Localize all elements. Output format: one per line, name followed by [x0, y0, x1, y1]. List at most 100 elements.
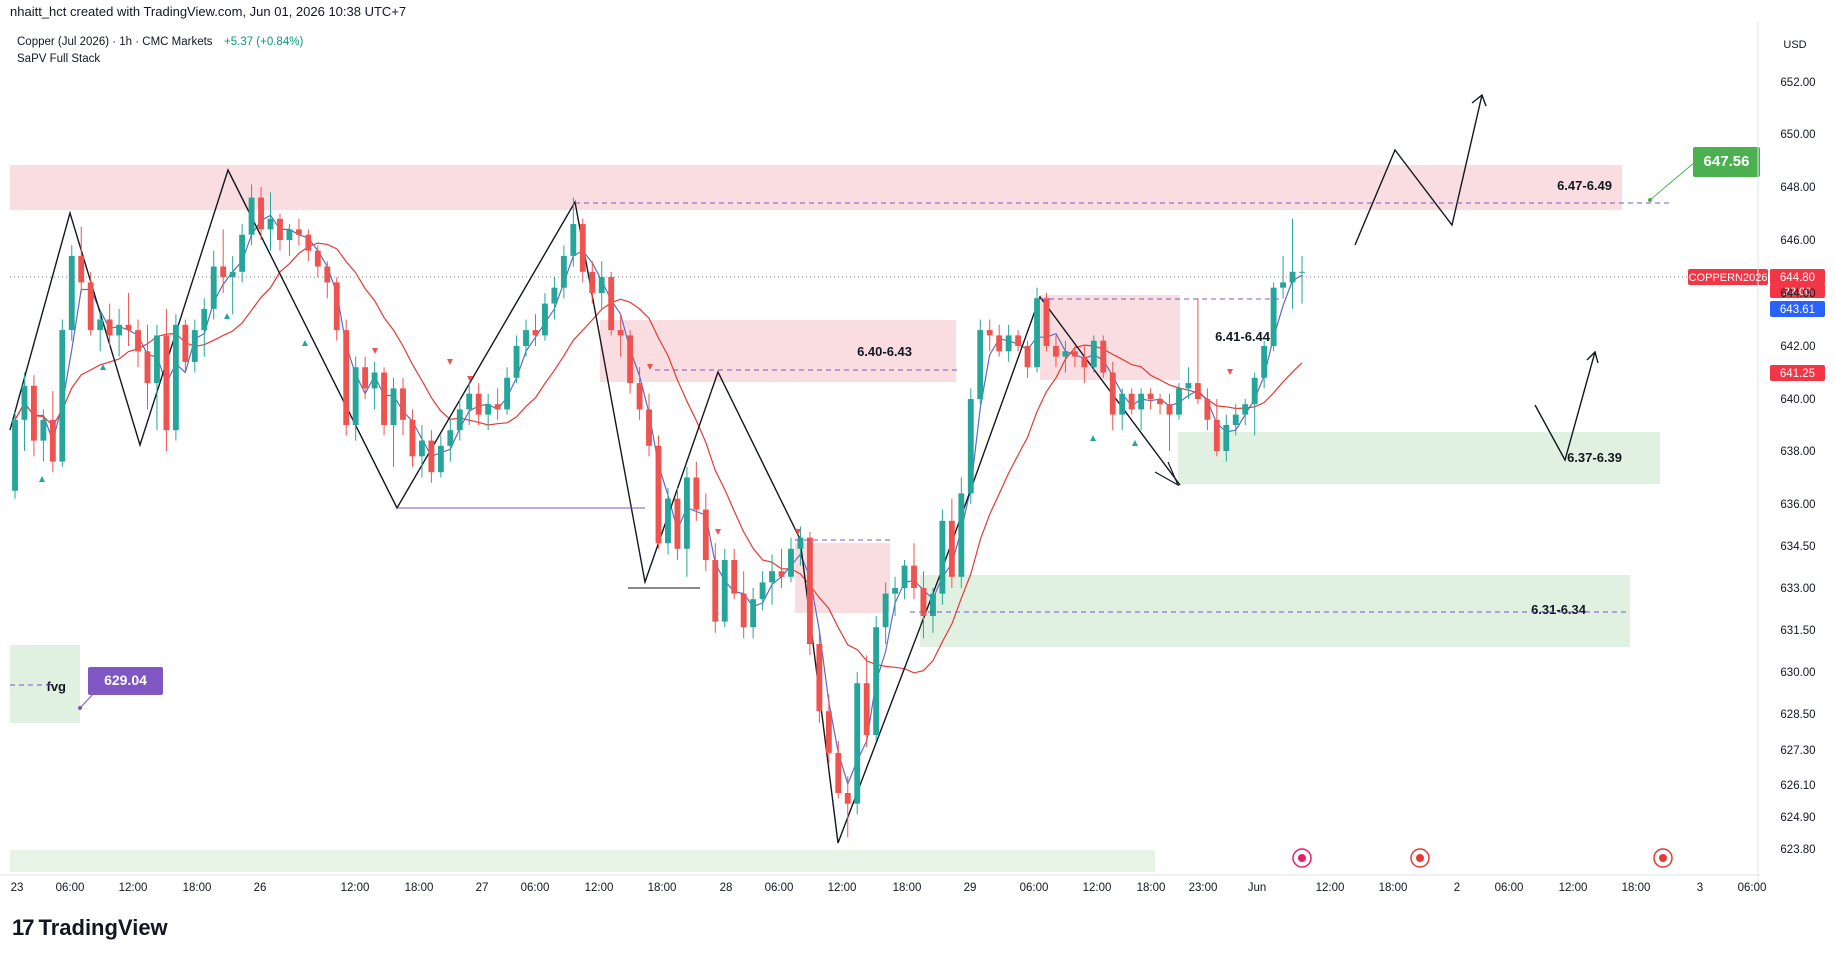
candle-body [1109, 372, 1116, 415]
candle [504, 367, 511, 415]
candle [1289, 218, 1296, 309]
time-tick-label: 06:00 [1020, 882, 1049, 894]
target-price-label-bg [1693, 147, 1760, 177]
candle-body [806, 537, 813, 644]
candle [1005, 324, 1012, 362]
time-tick-label: 12:00 [341, 882, 370, 894]
candle [78, 226, 85, 293]
candle-body [1034, 298, 1040, 368]
candle-body [1242, 404, 1249, 415]
candle [475, 383, 482, 425]
candle-body [560, 255, 567, 288]
tradingview-logo: 17 TradingView [12, 915, 168, 941]
candle-body [135, 330, 141, 352]
time-tick-label: 12:00 [1083, 882, 1112, 894]
candle-body [1289, 271, 1296, 283]
candle-body [324, 266, 331, 283]
candle [542, 293, 548, 341]
candle-body [1194, 383, 1201, 399]
zone-rect [10, 850, 1155, 872]
zone-label: 6.47-6.49 [1557, 178, 1612, 193]
candle [1166, 393, 1173, 451]
candle-body [485, 404, 492, 415]
candle [892, 576, 899, 616]
candle [1251, 372, 1258, 436]
candle-body [1071, 351, 1078, 357]
candle-body [598, 277, 605, 293]
sell-signal-marker [372, 348, 378, 354]
sell-signal-marker [715, 529, 721, 535]
candle-body [258, 197, 264, 230]
price-tick-label: 636.00 [1780, 499, 1815, 511]
event-icon-dot [1659, 854, 1667, 862]
candle-body [68, 255, 75, 331]
candle-body [504, 377, 511, 410]
candle-body [1251, 377, 1258, 405]
candle-body [1232, 414, 1239, 425]
candle-body [494, 404, 501, 410]
candle-body [570, 224, 577, 256]
zone-rect [1178, 432, 1660, 484]
wave-arrowhead [1154, 461, 1180, 487]
legend-change: +5.37 (+0.84%) [224, 36, 303, 48]
candle-body [816, 644, 823, 712]
buy-signal-marker [100, 364, 106, 370]
candle-body [49, 419, 56, 462]
time-tick-label: 23 [11, 882, 24, 894]
candle [996, 324, 1003, 357]
candle [409, 409, 416, 467]
candle [1185, 367, 1192, 399]
candle [712, 543, 719, 633]
slow-ma-line [14, 242, 1303, 674]
zone-rect [600, 320, 956, 382]
time-tick-label: 27 [476, 882, 489, 894]
candle-body [78, 255, 85, 283]
candle-body [21, 385, 28, 420]
time-tick-label: 12:00 [1559, 882, 1588, 894]
candle [210, 250, 217, 320]
candle-body [1270, 287, 1277, 346]
candle-body [608, 277, 615, 331]
price-axis: 652.00 650.00 648.00 646.00 644.00 642.00 640.… [1757, 22, 1816, 892]
candle-body [825, 711, 832, 753]
candle [381, 367, 387, 436]
price-tick-label: 642.00 [1780, 341, 1815, 353]
candle [1147, 388, 1154, 410]
candle [447, 419, 454, 462]
forecast-path-bearish [1534, 351, 1596, 462]
candle-body [1128, 393, 1135, 410]
candle [1015, 330, 1022, 352]
time-tick-label: 12:00 [828, 882, 857, 894]
candle-body [125, 324, 132, 331]
candle [371, 361, 378, 410]
candle [901, 560, 908, 600]
candle-body [239, 234, 246, 272]
candle [68, 245, 75, 341]
annotations: 6.47-6.49 6.40-6.43 6.41-6.44 6.37-6.39 6.31… [10, 147, 1825, 868]
event-icon-dot [1416, 854, 1424, 862]
time-tick-label: 18:00 [893, 882, 922, 894]
candle [1119, 388, 1126, 431]
candle [267, 192, 274, 251]
time-tick-label: 06:00 [1495, 882, 1524, 894]
time-tick-label: 12:00 [119, 882, 148, 894]
candle-body [371, 372, 378, 389]
candle [674, 488, 681, 560]
sell-signal-marker [647, 364, 653, 370]
candle-body [428, 440, 435, 473]
legend-symbol: Copper (Jul 2026) · 1h · CMC Markets [17, 36, 213, 48]
candle-body [97, 319, 104, 331]
time-tick-label: 06:00 [765, 882, 794, 894]
candle-body [636, 383, 643, 410]
price-tick-label: 644.00 [1780, 288, 1815, 300]
sell-signal-marker [467, 376, 473, 382]
candle-body [1081, 356, 1088, 368]
candle-body [939, 520, 946, 594]
candle [258, 187, 264, 240]
candle-body [229, 271, 236, 278]
buy-signal-marker [302, 340, 308, 346]
candle-body [1043, 298, 1050, 346]
price-tick-label: 633.00 [1780, 583, 1815, 595]
time-tick-label: 18:00 [183, 882, 212, 894]
